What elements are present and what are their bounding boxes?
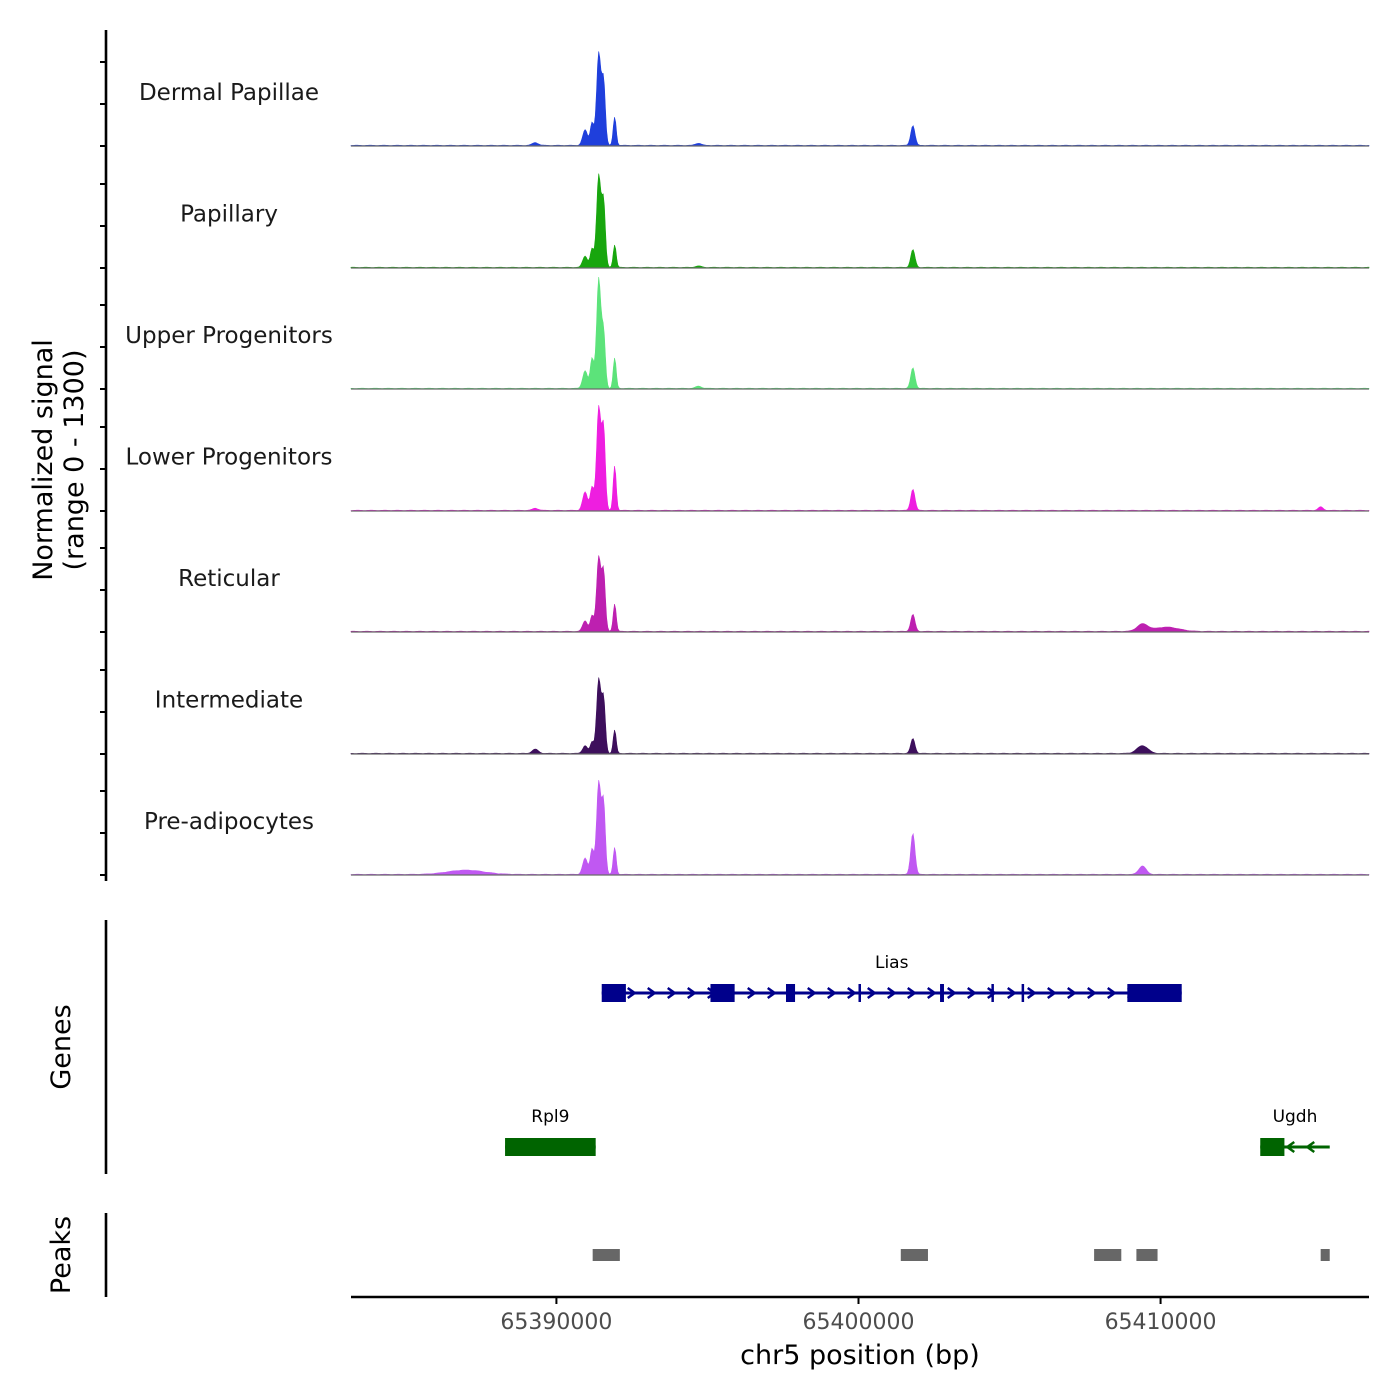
peak-region	[900, 1249, 928, 1261]
coverage-track-reticular: Reticular	[178, 555, 1370, 633]
coverage-area	[350, 51, 1370, 147]
coverage-area	[350, 173, 1370, 269]
coverage-track-label: Lower Progenitors	[126, 445, 333, 471]
strand-arrow	[686, 986, 697, 1000]
gene-exon	[710, 984, 735, 1002]
strand-arrow	[946, 986, 957, 1000]
strand-arrow	[1285, 1140, 1295, 1154]
peak-region	[1094, 1249, 1122, 1261]
x-tick-label: 65390000	[500, 1310, 612, 1335]
gene-exon	[1127, 984, 1182, 1002]
coverage-track-label: Pre-adipocytes	[144, 809, 314, 835]
coverage-track-intermediate: Intermediate	[155, 677, 1370, 755]
strand-arrow	[886, 986, 897, 1000]
strand-arrow	[846, 986, 857, 1000]
peak-region	[592, 1249, 620, 1261]
peaks-y-label: Peaks	[46, 1216, 77, 1294]
x-tick-label: 65410000	[1105, 1310, 1217, 1335]
strand-arrow	[1305, 1140, 1315, 1154]
coverage-track-label: Papillary	[180, 202, 278, 228]
gene-exon	[601, 984, 626, 1002]
strand-arrow	[986, 986, 997, 1000]
x-axis-ticks: 65390000 65400000 65410000	[500, 1297, 1217, 1335]
gene-exon	[785, 984, 796, 1002]
coverage-y-label-line2: (range 0 - 1300)	[59, 350, 90, 571]
coverage-track-label: Dermal Papillae	[139, 80, 319, 106]
coverage-track-dermal-papillae: Dermal Papillae	[139, 51, 1370, 147]
coverage-area	[350, 405, 1370, 512]
coverage-y-label-line1: Normalized signal	[28, 339, 59, 581]
gene-exon	[1021, 984, 1025, 1002]
strand-arrow	[966, 986, 977, 1000]
gene-rpl9: Rpl9	[505, 1107, 596, 1156]
gene-label: Ugdh	[1273, 1107, 1318, 1127]
gene-exon	[940, 984, 944, 1002]
coverage-panel: Dermal Papillae Papillary Upper Progenitor…	[28, 30, 1370, 881]
gene-exon	[858, 984, 861, 1002]
coverage-track-upper-progenitors: Upper Progenitors	[125, 276, 1370, 390]
strand-arrow	[1066, 986, 1077, 1000]
x-axis-title: chr5 position (bp)	[740, 1340, 980, 1371]
strand-arrow	[1026, 986, 1037, 1000]
strand-arrow	[1086, 986, 1097, 1000]
coverage-area	[350, 276, 1370, 390]
strand-arrow	[646, 986, 657, 1000]
coverage-y-ticks	[100, 61, 106, 876]
strand-arrow	[866, 986, 877, 1000]
peak-regions	[592, 1249, 1330, 1261]
genes-y-label: Genes	[46, 1004, 77, 1089]
genes-panel: Genes Lias Rpl9 Ugdh	[46, 920, 1330, 1174]
peak-region	[1136, 1249, 1158, 1261]
peaks-panel: Peaks	[46, 1213, 1330, 1297]
strand-arrow	[1046, 986, 1057, 1000]
peak-region	[1320, 1249, 1330, 1261]
gene-label: Rpl9	[531, 1107, 569, 1127]
strand-arrow	[766, 986, 777, 1000]
strand-arrow	[926, 986, 937, 1000]
coverage-tracks: Dermal Papillae Papillary Upper Progenitor…	[125, 51, 1370, 876]
coverage-track-pre-adipocytes: Pre-adipocytes	[144, 780, 1370, 876]
strand-arrow	[666, 986, 677, 1000]
strand-arrow	[826, 986, 837, 1000]
coverage-track-papillary: Papillary	[180, 173, 1370, 269]
coverage-area	[350, 555, 1370, 633]
gene-exon	[505, 1138, 596, 1156]
strand-arrow	[746, 986, 757, 1000]
coverage-track-label: Intermediate	[155, 688, 303, 714]
strand-arrow	[1106, 986, 1117, 1000]
coverage-area	[350, 677, 1370, 755]
coverage-track-lower-progenitors: Lower Progenitors	[126, 405, 1370, 512]
gene-exon	[1260, 1138, 1285, 1156]
gene-lias: Lias	[601, 953, 1182, 1002]
strand-arrow	[626, 986, 637, 1000]
strand-arrow	[906, 986, 917, 1000]
coverage-area	[350, 780, 1370, 876]
gene-ugdh: Ugdh	[1260, 1107, 1330, 1156]
coverage-track-label: Upper Progenitors	[125, 323, 333, 349]
gene-models: Lias Rpl9 Ugdh	[505, 953, 1330, 1156]
strand-arrow	[806, 986, 817, 1000]
strand-arrow	[1006, 986, 1017, 1000]
gene-exon	[991, 984, 994, 1002]
gene-label: Lias	[875, 953, 909, 973]
x-axis: 65390000 65400000 65410000 chr5 position (…	[351, 1295, 1369, 1371]
x-tick-label: 65400000	[802, 1310, 914, 1335]
coverage-track-label: Reticular	[178, 566, 280, 592]
